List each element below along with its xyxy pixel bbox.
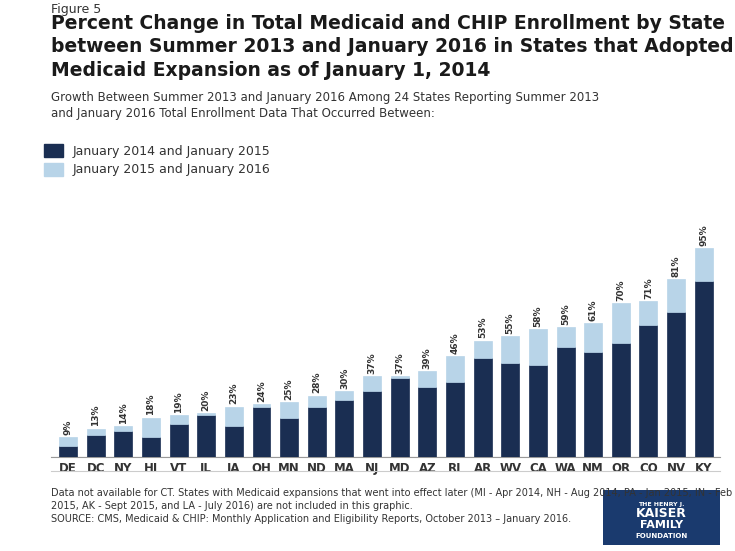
Text: 81%: 81% [672, 255, 681, 277]
Bar [197, 413, 215, 415]
Bar [225, 407, 243, 426]
Text: 59%: 59% [561, 304, 570, 325]
Legend: January 2014 and January 2015, January 2015 and January 2016: January 2014 and January 2015, January 2… [44, 144, 270, 176]
Bar [363, 376, 381, 391]
Bar [308, 396, 326, 407]
Text: 30%: 30% [340, 368, 349, 389]
Text: 18%: 18% [146, 394, 155, 415]
Text: 37%: 37% [395, 352, 404, 374]
Bar [418, 371, 437, 387]
Bar [225, 426, 243, 457]
Text: 24%: 24% [257, 381, 266, 402]
Bar [391, 376, 409, 378]
Bar [584, 352, 602, 457]
Text: THE HENRY J.: THE HENRY J. [638, 501, 685, 507]
Bar [197, 415, 215, 457]
Text: 61%: 61% [589, 299, 598, 321]
Text: 23%: 23% [229, 383, 238, 404]
Text: Growth Between Summer 2013 and January 2016 Among 24 States Reporting Summer 201: Growth Between Summer 2013 and January 2… [51, 91, 600, 120]
Bar [253, 407, 270, 457]
Text: 28%: 28% [312, 372, 321, 393]
Text: 55%: 55% [506, 312, 514, 334]
Text: 95%: 95% [699, 224, 709, 246]
Bar [59, 446, 77, 457]
Text: FOUNDATION: FOUNDATION [635, 533, 688, 538]
Text: FAMILY: FAMILY [640, 520, 683, 530]
Text: 37%: 37% [368, 352, 376, 374]
Text: 39%: 39% [423, 348, 432, 369]
Text: 53%: 53% [478, 317, 487, 338]
Text: Figure 5: Figure 5 [51, 3, 101, 16]
Bar [335, 400, 354, 457]
Bar [639, 301, 657, 325]
Bar [280, 418, 298, 457]
Bar [529, 329, 547, 365]
Text: KAISER: KAISER [636, 507, 687, 520]
Bar [391, 378, 409, 457]
Text: 25%: 25% [284, 379, 294, 400]
Bar [253, 404, 270, 407]
Bar [142, 418, 160, 437]
Bar [87, 435, 104, 457]
Bar [584, 323, 602, 352]
Text: 71%: 71% [644, 277, 653, 299]
Bar [556, 347, 575, 457]
Bar [335, 391, 354, 400]
Bar [170, 415, 187, 424]
Bar [115, 426, 132, 431]
Bar [115, 431, 132, 457]
Text: 9%: 9% [63, 420, 73, 435]
Bar [446, 382, 464, 457]
Bar [556, 327, 575, 347]
Text: 20%: 20% [201, 390, 211, 411]
Text: Data not available for CT. States with Medicaid expansions that went into effect: Data not available for CT. States with M… [51, 488, 733, 524]
Bar [612, 303, 630, 343]
Bar [695, 248, 713, 281]
Bar [473, 341, 492, 358]
Bar [59, 437, 77, 446]
Bar [639, 325, 657, 457]
Text: 58%: 58% [534, 306, 542, 327]
Bar [473, 358, 492, 457]
Bar [308, 407, 326, 457]
Bar [446, 356, 464, 382]
Bar [418, 387, 437, 457]
Bar [612, 343, 630, 457]
Bar [87, 429, 104, 435]
Bar [529, 365, 547, 457]
Text: 19%: 19% [174, 392, 183, 413]
Bar [170, 424, 187, 457]
Bar [280, 402, 298, 418]
Bar [667, 279, 685, 312]
Bar [501, 336, 519, 363]
Text: 70%: 70% [617, 279, 625, 301]
Bar [667, 312, 685, 457]
Text: 13%: 13% [91, 405, 100, 426]
Text: 14%: 14% [119, 403, 128, 424]
Text: 46%: 46% [451, 332, 459, 354]
Bar [695, 281, 713, 457]
Bar [142, 437, 160, 457]
Text: Percent Change in Total Medicaid and CHIP Enrollment by State
between Summer 201: Percent Change in Total Medicaid and CHI… [51, 14, 735, 80]
Bar [363, 391, 381, 457]
Bar [501, 363, 519, 457]
